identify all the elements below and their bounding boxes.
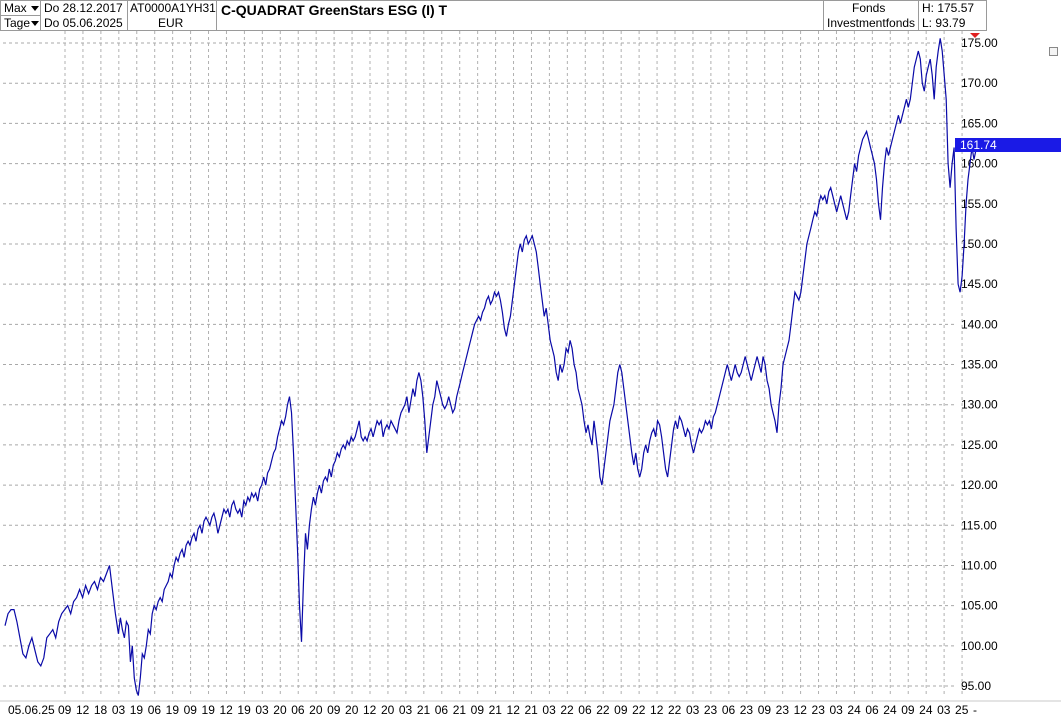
last-price-marker-icon bbox=[970, 33, 980, 38]
currency-label: EUR bbox=[158, 16, 184, 30]
x-tick-label: 23 bbox=[776, 703, 790, 717]
type-sub-label: Investmentfonds bbox=[827, 16, 916, 30]
chevron-down-icon bbox=[31, 21, 39, 26]
x-tick-label: 20 bbox=[381, 703, 395, 717]
x-tick-label: 09 bbox=[58, 703, 72, 717]
x-tick-label: 09 bbox=[901, 703, 915, 717]
x-tick-label: 21 bbox=[453, 703, 467, 717]
x-tick-label: 12 bbox=[363, 703, 377, 717]
x-tick-label: 05.06.25 bbox=[8, 703, 55, 717]
x-tick-label: 22 bbox=[560, 703, 574, 717]
x-tick-label: 09 bbox=[184, 703, 198, 717]
x-tick-label: 09 bbox=[614, 703, 628, 717]
x-tick-label: 24 bbox=[847, 703, 861, 717]
y-tick-label: 120.00 bbox=[961, 478, 998, 492]
chevron-down-icon bbox=[31, 6, 39, 11]
date-box: Do 28.12.2017 Do 05.06.2025 bbox=[40, 0, 128, 31]
chart-header: Max Tage Do 28.12.2017 Do 05.06.2025 AT0… bbox=[0, 0, 1061, 31]
x-tick-label: - bbox=[973, 703, 977, 717]
x-tick-label: 24 bbox=[919, 703, 933, 717]
x-axis-labels: 05.06.25 09 12 18 03 19 06 19 09 19 12 19 03 20 06 20 09… bbox=[8, 703, 977, 717]
y-tick-label: 170.00 bbox=[961, 76, 998, 90]
y-tick-label: 175.00 bbox=[961, 36, 998, 50]
y-tick-label: 105.00 bbox=[961, 599, 998, 613]
y-tick-label: 100.00 bbox=[961, 639, 998, 653]
y-tick-label: 95.00 bbox=[961, 679, 991, 693]
x-tick-label: 19 bbox=[237, 703, 251, 717]
type-box: Fonds Investmentfonds bbox=[823, 0, 919, 31]
x-tick-label: 03 bbox=[937, 703, 951, 717]
title-box: C-QUADRAT GreenStars ESG (I) T bbox=[216, 0, 824, 31]
x-tick-label: 21 bbox=[417, 703, 431, 717]
y-tick-label: 160.00 bbox=[961, 157, 998, 171]
x-tick-label: 12 bbox=[219, 703, 233, 717]
y-tick-label: 125.00 bbox=[961, 438, 998, 452]
isin-box: AT0000A1YH31 EUR bbox=[127, 0, 217, 31]
x-tick-label: 06 bbox=[865, 703, 879, 717]
x-tick-label: 22 bbox=[596, 703, 610, 717]
panel-toggle-icon[interactable] bbox=[1049, 47, 1058, 56]
y-axis-labels: 95.00 100.00 105.00 110.00 115.00 120.00 125.0… bbox=[961, 36, 998, 693]
x-tick-label: 06 bbox=[722, 703, 736, 717]
date-from: Do 28.12.2017 bbox=[44, 1, 123, 15]
x-tick-label: 06 bbox=[578, 703, 592, 717]
x-tick-label: 24 bbox=[883, 703, 897, 717]
x-tick-label: 09 bbox=[471, 703, 485, 717]
range-box: H: 175.57 L: 93.79 bbox=[918, 0, 987, 31]
x-tick-label: 25 bbox=[955, 703, 969, 717]
price-line bbox=[4, 38, 977, 696]
x-tick-label: 03 bbox=[829, 703, 843, 717]
x-tick-label: 23 bbox=[740, 703, 754, 717]
y-tick-label: 140.00 bbox=[961, 317, 998, 331]
x-tick-label: 20 bbox=[309, 703, 323, 717]
x-tick-label: 03 bbox=[112, 703, 126, 717]
isin-label: AT0000A1YH31 bbox=[130, 1, 216, 15]
low-label: L: 93.79 bbox=[922, 16, 966, 30]
x-tick-label: 23 bbox=[812, 703, 826, 717]
type-label: Fonds bbox=[852, 1, 886, 15]
interval-dropdown[interactable]: Tage bbox=[0, 15, 41, 31]
y-tick-label: 145.00 bbox=[961, 277, 998, 291]
x-tick-label: 03 bbox=[686, 703, 700, 717]
x-tick-label: 23 bbox=[704, 703, 718, 717]
x-tick-label: 19 bbox=[166, 703, 180, 717]
y-tick-label: 130.00 bbox=[961, 398, 998, 412]
y-tick-label: 150.00 bbox=[961, 237, 998, 251]
x-tick-label: 20 bbox=[345, 703, 359, 717]
x-tick-label: 03 bbox=[399, 703, 413, 717]
x-tick-label: 22 bbox=[668, 703, 682, 717]
x-tick-label: 19 bbox=[202, 703, 216, 717]
x-tick-label: 03 bbox=[255, 703, 269, 717]
x-tick-label: 21 bbox=[489, 703, 503, 717]
range-dropdown[interactable]: Max bbox=[0, 0, 41, 16]
x-tick-label: 19 bbox=[130, 703, 144, 717]
interval-dropdown-label: Tage bbox=[4, 16, 31, 30]
x-tick-label: 09 bbox=[327, 703, 341, 717]
x-tick-label: 12 bbox=[794, 703, 808, 717]
fund-title: C-QUADRAT GreenStars ESG (I) T bbox=[221, 2, 448, 18]
x-tick-label: 12 bbox=[507, 703, 521, 717]
x-tick-label: 12 bbox=[76, 703, 90, 717]
y-tick-label: 135.00 bbox=[961, 358, 998, 372]
high-label: H: 175.57 bbox=[922, 1, 975, 15]
x-tick-label: 20 bbox=[273, 703, 287, 717]
x-tick-label: 22 bbox=[632, 703, 646, 717]
date-to: Do 05.06.2025 bbox=[44, 16, 123, 30]
x-tick-label: 03 bbox=[542, 703, 556, 717]
y-tick-label: 110.00 bbox=[961, 558, 997, 572]
y-tick-label: 115.00 bbox=[961, 518, 997, 532]
y-tick-label: 155.00 bbox=[961, 197, 998, 211]
x-tick-label: 21 bbox=[524, 703, 538, 717]
price-chart: 95.00 100.00 105.00 110.00 115.00 120.00 125.0… bbox=[0, 31, 1061, 717]
range-dropdown-label: Max bbox=[4, 1, 27, 15]
x-tick-label: 09 bbox=[758, 703, 772, 717]
last-price-label: 161.74 bbox=[955, 138, 1061, 152]
x-tick-label: 06 bbox=[291, 703, 305, 717]
chart-grid bbox=[0, 31, 1061, 702]
x-tick-label: 12 bbox=[650, 703, 664, 717]
x-tick-label: 06 bbox=[148, 703, 162, 717]
y-tick-label: 165.00 bbox=[961, 116, 998, 130]
x-tick-label: 06 bbox=[435, 703, 449, 717]
x-tick-label: 18 bbox=[94, 703, 108, 717]
